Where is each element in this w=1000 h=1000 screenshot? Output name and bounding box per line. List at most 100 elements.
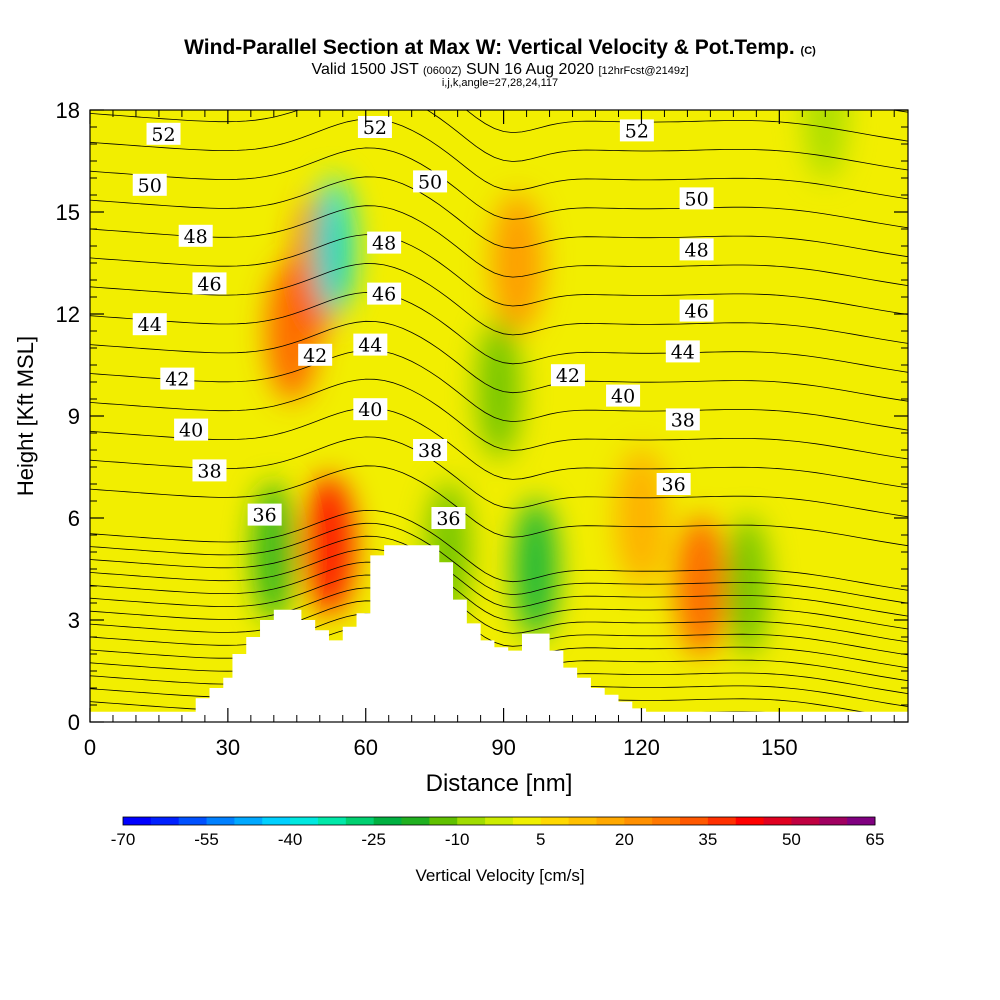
colorbar-tick-label: -55 <box>194 830 219 849</box>
downdraft-cell-9 <box>477 318 521 459</box>
colorbar-swatch <box>290 817 319 825</box>
y-tick-label: 9 <box>68 404 80 429</box>
updraft-cell-4 <box>491 193 544 333</box>
contour-label-text: 40 <box>179 420 203 442</box>
theta-contour-32 <box>90 522 908 604</box>
chart-subtitle: Valid 1500 JST (0600Z) SUN 16 Aug 2020 [… <box>0 61 1000 79</box>
updraft-cell-1 <box>266 261 319 401</box>
colorbar-tick-label: -10 <box>445 830 470 849</box>
forecast-info: [12hrFcst@2149z] <box>598 65 689 77</box>
contour-label-18: 52 <box>619 119 654 142</box>
contour-label-15: 40 <box>353 398 388 421</box>
colorbar-swatch <box>262 817 291 825</box>
grid-indices: i,j,k,angle=27,28,24,117 <box>441 77 559 89</box>
colorbar-swatch <box>234 817 263 825</box>
contour-label-text: 38 <box>671 409 695 431</box>
terrain <box>90 545 908 722</box>
colorbar-tick-label: 65 <box>866 830 885 849</box>
x-tick-label: 150 <box>761 735 798 760</box>
contour-label-text: 36 <box>662 474 686 496</box>
contour-label-22: 44 <box>665 340 700 363</box>
contour-label-11: 48 <box>367 231 402 255</box>
colorbar-tick-label: 5 <box>536 830 545 849</box>
valid-date: SUN 16 Aug 2020 <box>465 61 595 78</box>
colorbar-swatch <box>763 817 792 825</box>
x-tick-label: 60 <box>353 735 377 760</box>
theta-contour-43 <box>90 205 908 286</box>
x-tick-label: 120 <box>623 735 660 760</box>
contour-label-text: 48 <box>685 239 709 261</box>
contour-label-text: 50 <box>418 171 442 193</box>
colorbar-tick-label: -40 <box>278 830 303 849</box>
contour-label-7: 38 <box>192 459 227 482</box>
contour-label-text: 48 <box>372 233 396 255</box>
colorbar-tick-label: -70 <box>111 830 136 849</box>
contour-label-13: 44 <box>353 333 388 357</box>
contour-label-0: 52 <box>146 122 181 146</box>
contour-label-text: 42 <box>165 369 189 391</box>
theta-contour-40 <box>90 291 908 373</box>
chart-title-block: Wind-Parallel Section at Max W: Vertical… <box>0 36 1000 89</box>
colorbar-swatch <box>568 817 597 825</box>
theta-contour-28 <box>90 574 908 656</box>
colorbar-swatch <box>707 817 737 825</box>
colorbar-swatch <box>206 817 235 825</box>
colorbar-swatch <box>819 817 848 825</box>
colorbar-swatch <box>596 817 625 825</box>
contour-label-text: 44 <box>138 314 162 336</box>
y-tick-label: 12 <box>56 302 80 327</box>
y-axis-label: Height [Kft MSL] <box>13 336 38 496</box>
contour-label-text: 46 <box>685 301 709 323</box>
x-tick-label: 30 <box>216 735 240 760</box>
valid-utc: (0600Z) <box>422 65 462 77</box>
contour-label-6: 40 <box>174 418 209 442</box>
contour-label-text: 36 <box>253 505 277 527</box>
contour-label-text: 42 <box>303 345 327 367</box>
colorbar-swatch <box>150 817 180 825</box>
updraft-cell-2 <box>302 475 355 616</box>
x-tick-label: 0 <box>84 735 96 760</box>
theta-contour-46 <box>90 118 908 200</box>
contour-label-21: 46 <box>679 299 714 323</box>
colorbar-label: Vertical Velocity [cm/s] <box>415 866 584 885</box>
colorbar-swatch <box>373 817 403 825</box>
colorbar-swatch <box>680 817 709 825</box>
theta-contour-31 <box>90 535 908 617</box>
colorbar-swatch <box>123 817 152 825</box>
theta-contour-34 <box>90 465 908 547</box>
theta-contour-38 <box>90 349 908 431</box>
contour-label-2: 48 <box>178 224 213 248</box>
contour-label-23: 42 <box>550 364 585 387</box>
contour-label-14: 42 <box>298 343 333 367</box>
downdraft-cell-6 <box>311 176 356 316</box>
updraft-cell-5 <box>615 448 668 588</box>
contour-label-25: 38 <box>665 408 700 431</box>
contour-label-text: 50 <box>685 188 709 210</box>
contour-label-16: 38 <box>413 439 448 462</box>
contour-label-text: 40 <box>358 399 382 421</box>
contour-label-text: 46 <box>372 284 396 306</box>
contour-label-17: 36 <box>431 507 466 530</box>
y-tick-label: 0 <box>68 710 80 735</box>
contour-label-text: 42 <box>556 365 580 387</box>
colorbar-swatch <box>791 817 820 825</box>
contour-label-3: 46 <box>192 272 227 295</box>
colorbar-swatch <box>652 817 681 825</box>
contour-label-text: 36 <box>436 508 460 530</box>
contour-label-10: 50 <box>413 170 448 193</box>
colorbar-swatch <box>624 817 653 825</box>
y-tick-label: 18 <box>56 98 80 123</box>
theta-contour-44 <box>90 176 908 258</box>
contour-label-24: 40 <box>606 384 641 408</box>
theta-contour-30 <box>90 548 908 630</box>
updraft-cell-3 <box>675 516 728 656</box>
velocity-field <box>251 110 848 656</box>
theta-contour-39 <box>90 320 908 402</box>
contour-label-19: 50 <box>679 187 714 210</box>
colorbar-swatch <box>457 817 486 825</box>
contour-label-26: 36 <box>656 473 691 496</box>
contour-label-text: 52 <box>363 117 387 139</box>
contour-label-9: 52 <box>357 116 392 139</box>
